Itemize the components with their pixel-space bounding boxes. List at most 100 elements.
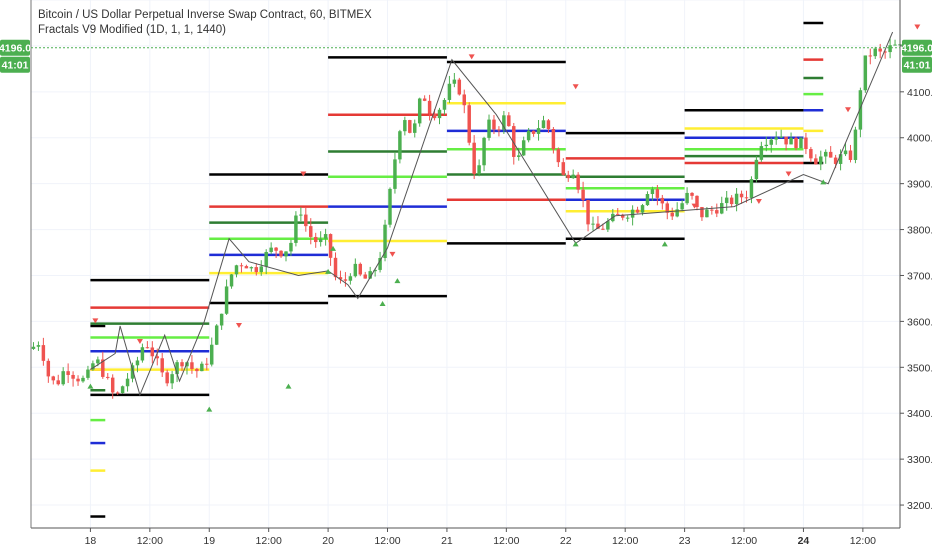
candle-body: [868, 55, 873, 57]
candle-body: [546, 120, 551, 130]
x-tick-label: 24: [798, 535, 810, 547]
candle-body: [46, 360, 51, 377]
candle-body: [650, 189, 655, 195]
candle-body: [814, 158, 818, 165]
candle-body: [442, 99, 447, 110]
candle-body: [175, 362, 179, 375]
candle-body: [591, 223, 595, 225]
candle-body: [720, 203, 724, 214]
candle-body: [586, 199, 590, 225]
candle-body: [680, 203, 684, 210]
candle-body: [229, 274, 234, 287]
indicator-label[interactable]: Fractals V9 Modified (1D, 1, 1, 1440): [38, 24, 226, 36]
fractal-down-arrow: [691, 203, 698, 209]
candle-body: [239, 265, 244, 267]
candles: [31, 36, 902, 399]
fractal-down-arrow: [572, 84, 579, 90]
candle-body: [512, 126, 516, 157]
candle-body: [893, 44, 897, 46]
candle-body: [120, 386, 125, 394]
left-price-badge-text: 4196.0: [0, 43, 31, 55]
candle-body: [734, 193, 739, 205]
candle-body: [804, 137, 808, 150]
fractal-up-arrow: [572, 241, 579, 247]
y-tick-label: 4100.0: [907, 87, 932, 99]
left-timer-badge-bg: [0, 56, 30, 73]
candle-body: [61, 371, 65, 385]
candle-body: [180, 362, 184, 367]
candle-body: [259, 266, 263, 273]
candle-body: [526, 130, 531, 141]
candle-body: [363, 274, 367, 279]
candle-body: [135, 360, 140, 366]
candle-body: [467, 105, 471, 143]
y-tick-label: 3800.0: [907, 225, 932, 237]
candle-body: [408, 120, 412, 133]
candle-body: [784, 136, 788, 145]
candle-body: [625, 217, 630, 219]
candle-body: [472, 142, 476, 174]
candle-body: [848, 150, 853, 160]
candle-body: [165, 372, 169, 384]
candle-body: [531, 130, 536, 134]
y-tick-label: 3200.0: [907, 500, 932, 512]
candle-body: [705, 209, 709, 218]
candle-body: [36, 345, 41, 347]
candle-body: [41, 345, 46, 361]
candle-body: [383, 224, 387, 259]
x-tick-label: 12:00: [493, 535, 519, 547]
x-tick-label: 19: [203, 535, 215, 547]
candle-body: [809, 149, 813, 159]
candle-body: [447, 83, 452, 100]
candle-body: [101, 359, 105, 377]
candle-body: [794, 137, 798, 149]
candle-body: [234, 265, 239, 275]
fractal-up-arrow: [87, 383, 94, 389]
candle-body: [541, 120, 546, 129]
candle-body: [269, 247, 273, 252]
candle-body: [432, 113, 437, 119]
candle-body: [254, 267, 259, 273]
fractal-down-arrow: [235, 322, 242, 328]
candle-body: [140, 347, 145, 361]
fractal-up-arrow: [325, 268, 332, 274]
fractal-levels: [90, 21, 824, 518]
right-price-badge-text: 4196.0: [901, 43, 932, 55]
candle-body: [838, 154, 843, 164]
fractal-down-arrow: [914, 24, 921, 30]
candle-body: [155, 356, 159, 359]
y-tick-label: 3700.0: [907, 270, 932, 282]
candle-body: [749, 179, 754, 198]
candle-body: [715, 210, 719, 214]
candle-body: [348, 276, 353, 281]
candle-body: [596, 223, 600, 229]
candle-body: [437, 109, 442, 119]
right-price-badge-bg: [902, 39, 932, 56]
y-tick-label: 3900.0: [907, 179, 932, 191]
candle-body: [81, 377, 85, 382]
candle-body: [823, 151, 828, 157]
candle-body: [620, 214, 625, 218]
candle-body: [427, 100, 432, 114]
candle-body: [764, 144, 769, 147]
fractal-down-arrow: [136, 339, 143, 345]
fractal-up-arrow: [820, 179, 827, 185]
candle-body: [492, 119, 496, 130]
candle-body: [566, 174, 570, 179]
axes: 3200.0 3300.0 3400.0 3500.0 3600.0 3700.0 3800…: [30, 0, 932, 547]
candle-body: [502, 115, 506, 130]
fractal-down-arrow: [92, 318, 99, 324]
candle-body: [388, 188, 392, 225]
y-tick-label: 3300.0: [907, 454, 932, 466]
fractal-up-arrow: [661, 241, 668, 247]
candle-body: [413, 123, 417, 133]
candle-body: [700, 206, 704, 218]
x-tick-label: 12:00: [850, 535, 876, 547]
fractal-up-arrow: [330, 245, 337, 251]
candle-body: [200, 363, 204, 372]
candle-body: [289, 242, 293, 252]
candle-body: [779, 136, 783, 138]
candle-body: [274, 247, 278, 251]
